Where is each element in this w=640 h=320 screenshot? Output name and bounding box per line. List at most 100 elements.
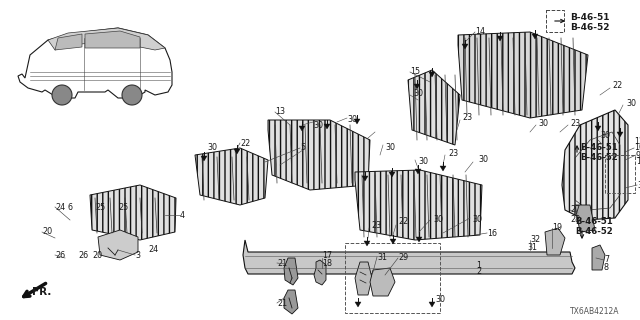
Text: 12: 12	[634, 138, 640, 147]
Text: 24: 24	[148, 245, 158, 254]
Polygon shape	[440, 166, 446, 171]
Text: B-46-51: B-46-51	[575, 218, 612, 227]
Text: 30: 30	[385, 143, 395, 153]
Text: B-46-51: B-46-51	[570, 13, 609, 22]
Text: 30: 30	[207, 143, 217, 153]
Text: TX6AB4212A: TX6AB4212A	[570, 308, 620, 316]
Polygon shape	[284, 258, 298, 285]
Text: 16: 16	[487, 228, 497, 237]
Bar	[605, 155, 635, 193]
Polygon shape	[355, 170, 482, 240]
Text: 26: 26	[55, 251, 65, 260]
Polygon shape	[85, 31, 140, 48]
Polygon shape	[575, 205, 595, 232]
Polygon shape	[416, 237, 422, 242]
Text: 22: 22	[398, 218, 408, 227]
Text: 29: 29	[398, 253, 408, 262]
Circle shape	[52, 85, 72, 105]
Polygon shape	[592, 245, 605, 270]
Circle shape	[122, 85, 142, 105]
Text: B-46-52: B-46-52	[575, 228, 612, 236]
Text: 30: 30	[413, 89, 423, 98]
Text: 3: 3	[135, 251, 140, 260]
Text: 33: 33	[637, 180, 640, 189]
Text: 28: 28	[570, 215, 580, 225]
Polygon shape	[545, 228, 565, 255]
Text: 30: 30	[435, 295, 445, 305]
Polygon shape	[195, 148, 268, 205]
Polygon shape	[90, 185, 176, 240]
Text: 7: 7	[604, 255, 609, 265]
Text: 32: 32	[530, 236, 540, 244]
Polygon shape	[362, 176, 368, 181]
Polygon shape	[370, 268, 395, 296]
Text: 14: 14	[475, 28, 485, 36]
Text: 26: 26	[78, 251, 88, 260]
Polygon shape	[355, 262, 372, 295]
Text: 21: 21	[277, 259, 287, 268]
Polygon shape	[408, 70, 460, 145]
Text: 2: 2	[476, 268, 481, 276]
Polygon shape	[415, 169, 421, 174]
Text: 23: 23	[462, 114, 472, 123]
Polygon shape	[458, 32, 588, 118]
Text: 10: 10	[634, 143, 640, 153]
Polygon shape	[324, 124, 330, 129]
Polygon shape	[355, 302, 361, 307]
Text: 30: 30	[433, 215, 443, 225]
Polygon shape	[390, 239, 396, 244]
Text: 21: 21	[277, 299, 287, 308]
Bar	[345, 243, 440, 313]
Text: 31: 31	[377, 252, 387, 261]
Polygon shape	[354, 119, 360, 124]
Text: 25: 25	[118, 203, 128, 212]
Polygon shape	[429, 72, 435, 77]
Text: 30: 30	[347, 116, 357, 124]
Text: 13: 13	[275, 108, 285, 116]
Polygon shape	[55, 34, 82, 50]
Text: 18: 18	[322, 259, 332, 268]
Polygon shape	[364, 241, 370, 246]
Polygon shape	[497, 36, 503, 41]
Text: 8: 8	[604, 263, 609, 273]
Text: 20: 20	[92, 251, 102, 260]
Text: 9: 9	[636, 150, 640, 159]
Text: 30: 30	[600, 131, 610, 140]
Text: 5: 5	[300, 143, 305, 153]
Polygon shape	[268, 120, 370, 190]
Text: 17: 17	[322, 251, 332, 260]
Text: 23: 23	[371, 220, 381, 229]
Polygon shape	[299, 126, 305, 131]
Text: 23: 23	[448, 148, 458, 157]
Text: 25: 25	[95, 203, 105, 212]
Polygon shape	[414, 84, 420, 89]
Text: 1: 1	[476, 260, 481, 269]
Text: 15: 15	[410, 68, 420, 76]
Polygon shape	[462, 44, 468, 49]
Text: 4: 4	[180, 211, 185, 220]
Text: 30: 30	[538, 118, 548, 127]
Text: 6: 6	[68, 203, 73, 212]
Text: 30: 30	[626, 99, 636, 108]
Polygon shape	[389, 172, 395, 177]
Polygon shape	[234, 149, 240, 154]
Polygon shape	[243, 240, 575, 274]
Text: 30: 30	[478, 156, 488, 164]
Bar	[546, 10, 564, 32]
Polygon shape	[201, 156, 207, 161]
Text: 20: 20	[42, 228, 52, 236]
Polygon shape	[98, 230, 138, 260]
Text: 30: 30	[313, 121, 323, 130]
Text: 27: 27	[570, 205, 580, 214]
Text: 22: 22	[240, 139, 250, 148]
Text: B-46-52: B-46-52	[580, 154, 618, 163]
Polygon shape	[595, 126, 601, 131]
Text: 31: 31	[527, 244, 537, 252]
Text: 19: 19	[552, 223, 562, 233]
Text: 11: 11	[636, 157, 640, 166]
Polygon shape	[617, 132, 623, 137]
Text: B-46-51: B-46-51	[580, 143, 618, 153]
Text: 22: 22	[612, 81, 622, 90]
Polygon shape	[314, 260, 326, 285]
Polygon shape	[562, 110, 628, 220]
